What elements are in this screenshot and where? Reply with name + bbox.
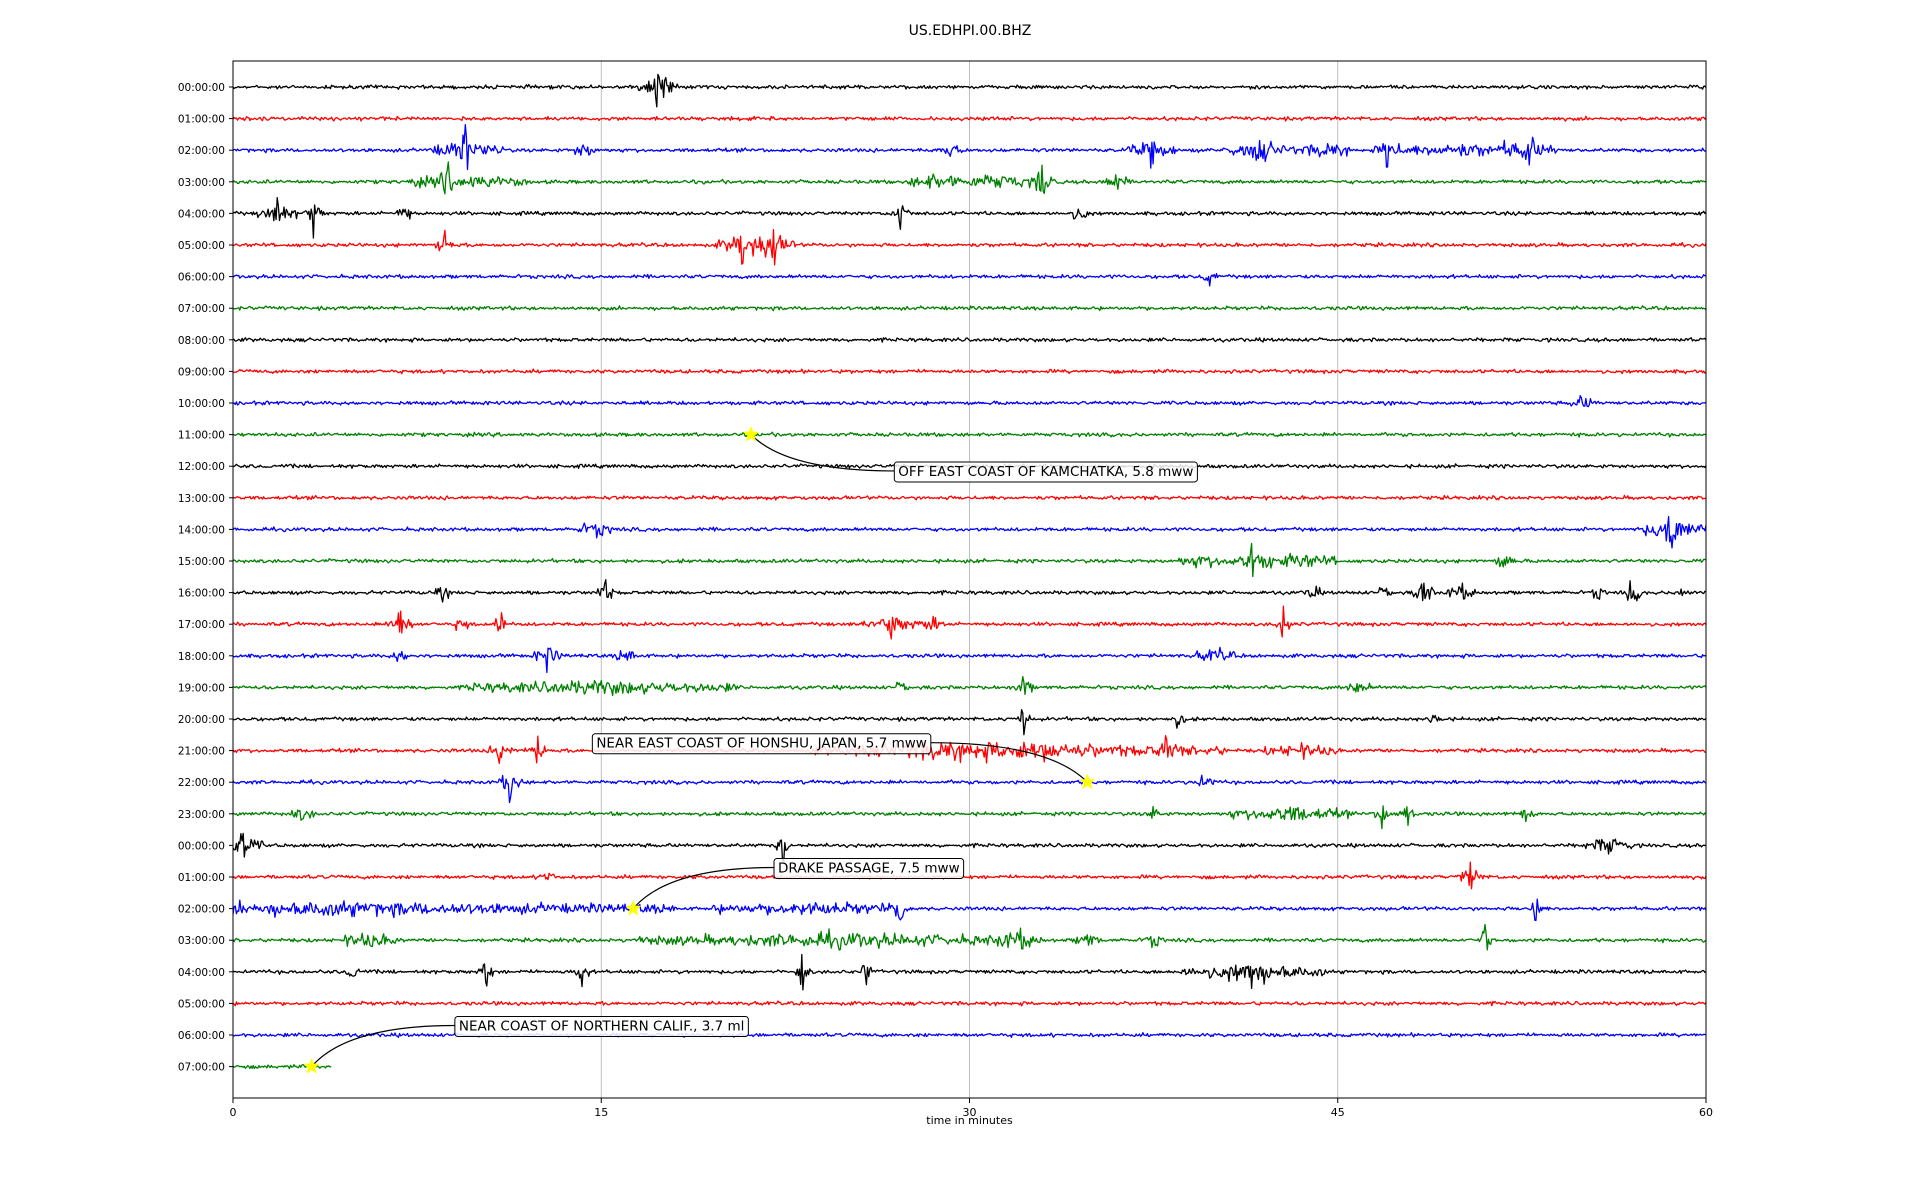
- row-label-7: 07:00:00: [178, 303, 225, 315]
- row-label-18: 18:00:00: [178, 651, 225, 663]
- row-label-23: 23:00:00: [178, 809, 225, 821]
- x-axis-label: time in minutes: [926, 1114, 1013, 1127]
- trace-row-6: [232, 272, 1706, 287]
- trace-row-9: [232, 368, 1707, 375]
- row-label-14: 14:00:00: [178, 524, 225, 536]
- trace-row-13: [232, 494, 1707, 501]
- row-label-3: 03:00:00: [178, 177, 225, 189]
- row-label-19: 19:00:00: [178, 682, 225, 694]
- event-label-box-3: [454, 1016, 749, 1038]
- row-label-27: 03:00:00: [178, 935, 225, 947]
- seismic-traces: [232, 73, 1707, 1070]
- trace-row-11: [232, 431, 1707, 438]
- event-label-3: NEAR COAST OF NORTHERN CALIF., 3.7 ml: [459, 1019, 745, 1035]
- event-star-2: [624, 899, 642, 916]
- trace-row-21: [232, 734, 1707, 765]
- trace-row-25: [232, 861, 1707, 890]
- trace-row-3: [232, 161, 1707, 195]
- row-label-24: 00:00:00: [178, 840, 225, 852]
- row-label-11: 11:00:00: [178, 430, 225, 442]
- row-label-0: 00:00:00: [178, 82, 225, 94]
- event-connector-1: [930, 742, 1088, 783]
- x-tick-label-0: 0: [230, 1106, 237, 1119]
- trace-row-17: [232, 605, 1707, 640]
- event-star-0: [742, 425, 760, 442]
- trace-row-15: [232, 542, 1707, 578]
- x-tick-label-3: 45: [1331, 1106, 1345, 1119]
- x-tick-label-4: 60: [1699, 1106, 1713, 1119]
- row-label-16: 16:00:00: [178, 588, 225, 600]
- row-label-5: 05:00:00: [178, 240, 225, 252]
- event-label-1: NEAR EAST COAST OF HONSHU, JAPAN, 5.7 mw…: [596, 736, 926, 752]
- event-label-0: OFF EAST COAST OF KAMCHATKA, 5.8 mww: [898, 464, 1193, 480]
- event-label-box-2: [773, 858, 965, 880]
- row-time-labels: 00:00:00 01:00:00 02:00:00 03:00:00 04:00:00…: [178, 82, 233, 1074]
- trace-row-29: [232, 1000, 1707, 1007]
- grid-lines: [600, 61, 1339, 1098]
- trace-row-24: [232, 832, 1707, 864]
- row-label-9: 09:00:00: [178, 366, 225, 378]
- x-tick-label-2: 30: [963, 1106, 977, 1119]
- event-star-1: [1079, 773, 1096, 790]
- event-connector-0: [750, 434, 895, 472]
- trace-row-23: [232, 805, 1707, 830]
- row-label-22: 22:00:00: [178, 777, 225, 789]
- row-label-25: 01:00:00: [178, 872, 225, 884]
- trace-row-20: [232, 709, 1707, 736]
- trace-row-7: [232, 305, 1707, 312]
- row-label-8: 08:00:00: [178, 335, 225, 347]
- row-label-26: 02:00:00: [178, 904, 225, 916]
- row-label-10: 10:00:00: [178, 398, 225, 410]
- row-label-20: 20:00:00: [178, 714, 225, 726]
- plot-frame: [232, 60, 1707, 1099]
- event-connector-3: [311, 1024, 455, 1067]
- trace-row-0: [232, 73, 1707, 108]
- chart-title: US.EDHPI.00.BHZ: [909, 23, 1032, 39]
- trace-row-4: [232, 197, 1707, 239]
- trace-row-5: [232, 229, 1707, 266]
- trace-row-18: [232, 646, 1707, 674]
- trace-row-26: [232, 898, 1707, 921]
- trace-row-1: [232, 115, 1707, 122]
- trace-row-27: [232, 923, 1707, 951]
- x-axis-ticks: 0 15 30 45 60: [230, 1098, 1713, 1119]
- event-star-3: [303, 1057, 320, 1074]
- row-label-13: 13:00:00: [178, 493, 225, 505]
- row-label-1: 01:00:00: [178, 114, 225, 126]
- event-label-box-1: [591, 733, 932, 755]
- event-label-2: DRAKE PASSAGE, 7.5 mww: [778, 861, 960, 877]
- row-label-28: 04:00:00: [178, 967, 225, 979]
- trace-row-8: [232, 337, 1707, 343]
- row-label-29: 05:00:00: [178, 998, 225, 1010]
- x-tick-label-1: 15: [594, 1106, 608, 1119]
- trace-row-16: [232, 579, 1707, 603]
- event-annotations: OFF EAST COAST OF KAMCHATKA, 5.8 mww NEAR…: [303, 425, 1198, 1074]
- trace-row-28: [232, 953, 1707, 991]
- row-label-31: 07:00:00: [178, 1062, 225, 1074]
- row-label-21: 21:00:00: [178, 746, 225, 758]
- row-label-4: 04:00:00: [178, 208, 225, 220]
- row-label-12: 12:00:00: [178, 461, 225, 473]
- trace-row-19: [232, 675, 1707, 697]
- row-label-17: 17:00:00: [178, 619, 225, 631]
- trace-row-10: [232, 395, 1707, 408]
- trace-row-2: [232, 124, 1707, 171]
- row-label-2: 02:00:00: [178, 145, 225, 157]
- row-label-6: 06:00:00: [178, 272, 225, 284]
- trace-row-14: [232, 515, 1707, 549]
- event-connector-2: [632, 866, 775, 909]
- row-label-30: 06:00:00: [178, 1030, 225, 1042]
- trace-row-22: [232, 774, 1707, 804]
- event-label-box-0: [893, 461, 1198, 483]
- row-label-15: 15:00:00: [178, 556, 225, 568]
